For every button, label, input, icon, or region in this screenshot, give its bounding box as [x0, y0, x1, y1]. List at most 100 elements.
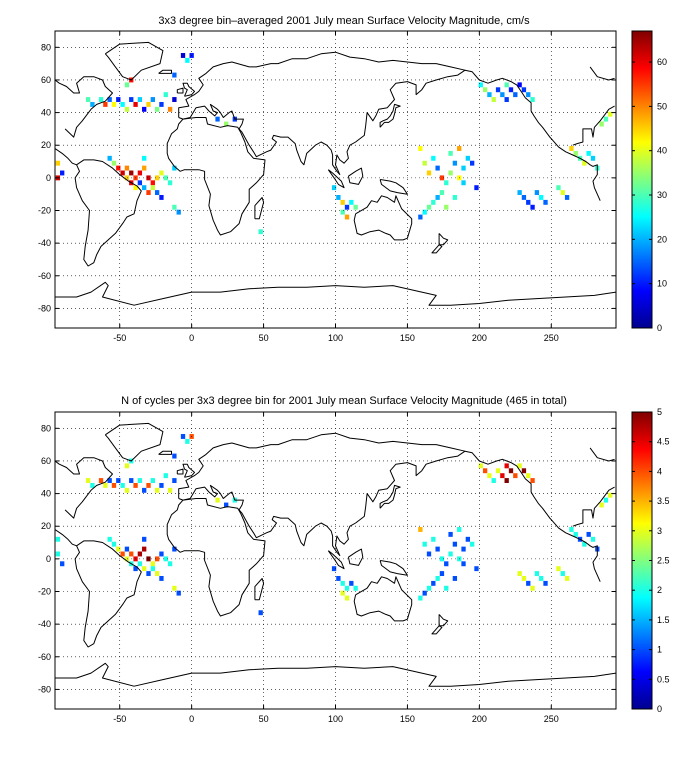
bin-cell	[482, 87, 488, 93]
bin-cell	[478, 82, 483, 88]
bin-cell	[582, 541, 587, 547]
bin-cell	[146, 482, 151, 488]
bin-cell	[116, 546, 121, 552]
bin-cell	[426, 170, 432, 176]
bin-cell	[517, 463, 522, 469]
bin-cell	[124, 463, 130, 469]
bin-cell	[98, 478, 104, 483]
bin-cell	[418, 527, 423, 532]
bin-cell	[426, 585, 432, 591]
bin-cell	[495, 87, 501, 93]
bin-cell	[107, 478, 112, 483]
bin-cell	[129, 551, 134, 557]
bin-cell	[137, 170, 143, 176]
coastline	[327, 169, 345, 189]
bin-cell	[444, 180, 449, 186]
bin-cell	[465, 155, 470, 161]
bin-cell	[154, 571, 160, 577]
bin-cell	[495, 468, 501, 474]
bin-cell	[224, 121, 229, 127]
bin-cell	[133, 482, 138, 488]
bin-cell	[422, 160, 427, 166]
bin-cell	[526, 92, 531, 98]
y-tick-label: -80	[38, 684, 51, 694]
colorbar-tick-label: 20	[657, 234, 667, 244]
bin-cell	[116, 478, 121, 483]
colorbar-tick-label: 4.5	[657, 437, 670, 447]
x-tick-label: 100	[328, 714, 343, 724]
bin-cell	[150, 180, 155, 186]
bin-cell	[111, 482, 117, 488]
bin-cell	[111, 541, 117, 547]
bin-cell	[435, 546, 440, 552]
bin-cell	[431, 155, 436, 161]
bin-cell	[444, 585, 449, 591]
bin-cell	[180, 53, 186, 58]
coastlines	[55, 422, 616, 687]
bin-cell	[159, 101, 164, 107]
coastline	[464, 450, 601, 582]
y-tick-label: 80	[41, 42, 51, 52]
bin-cell	[478, 463, 483, 469]
bin-cell	[60, 561, 65, 567]
bin-cell	[176, 209, 181, 215]
bin-cell	[349, 199, 354, 205]
bin-cell	[159, 576, 164, 581]
bin-cell	[504, 97, 509, 102]
bin-cell	[426, 551, 432, 557]
coastline	[55, 76, 113, 138]
bin-cell	[90, 101, 95, 107]
bin-cell	[124, 556, 130, 562]
coastline	[158, 69, 172, 74]
bin-cell	[150, 478, 155, 483]
bin-cell	[159, 170, 164, 176]
bin-cell	[439, 175, 445, 181]
bin-cell	[142, 487, 147, 493]
bin-cell	[137, 180, 143, 186]
coastline	[464, 69, 601, 201]
bin-cell	[340, 209, 345, 215]
bin-cell	[448, 551, 453, 557]
bin-cell	[418, 214, 423, 220]
bin-cell	[422, 541, 427, 547]
bin-cell	[215, 497, 220, 503]
coastline	[178, 432, 466, 557]
chart-title: 3x3 degree bin–averaged 2001 July mean S…	[158, 15, 530, 27]
bin-cell	[513, 92, 518, 98]
bin-cell	[336, 576, 341, 581]
bin-cell	[107, 97, 112, 102]
y-tick-label: 60	[41, 456, 51, 466]
y-tick-label: 60	[41, 75, 51, 85]
bin-cell	[133, 566, 138, 572]
bin-cell	[560, 190, 565, 196]
bin-cell	[500, 473, 505, 479]
x-tick-label: 150	[400, 333, 415, 343]
bin-cell	[508, 87, 514, 93]
bin-cell	[172, 453, 177, 459]
coastline	[379, 560, 408, 576]
y-tick-label: 0	[46, 554, 51, 564]
y-axis-ticks: -80 -60 -40 -20 0 20 40 60 80	[38, 423, 616, 694]
colorbar-gradient	[631, 30, 653, 329]
bin-cell	[137, 478, 143, 483]
bin-cell	[129, 97, 134, 102]
colorbar-tick-label: 2.5	[657, 556, 670, 566]
bin-cell	[176, 590, 181, 596]
y-tick-label: -80	[38, 303, 51, 313]
coastline	[438, 614, 449, 627]
x-tick-label: 100	[328, 333, 343, 343]
bin-cell	[129, 478, 134, 483]
bin-cell	[530, 204, 535, 210]
x-tick-label: 200	[472, 714, 487, 724]
bin-cell	[331, 566, 337, 572]
bin-cell	[457, 527, 462, 532]
bin-cell	[513, 473, 518, 479]
bin-cell	[215, 116, 220, 122]
colorbar-tick-label: 50	[657, 101, 667, 111]
bin-cell	[172, 546, 177, 552]
bin-cell	[590, 155, 596, 161]
bin-cell	[474, 566, 479, 572]
colorbar: 0 10 20 30 40 50 60	[631, 30, 667, 333]
y-tick-label: -20	[38, 587, 51, 597]
velocity-bins	[55, 53, 613, 235]
